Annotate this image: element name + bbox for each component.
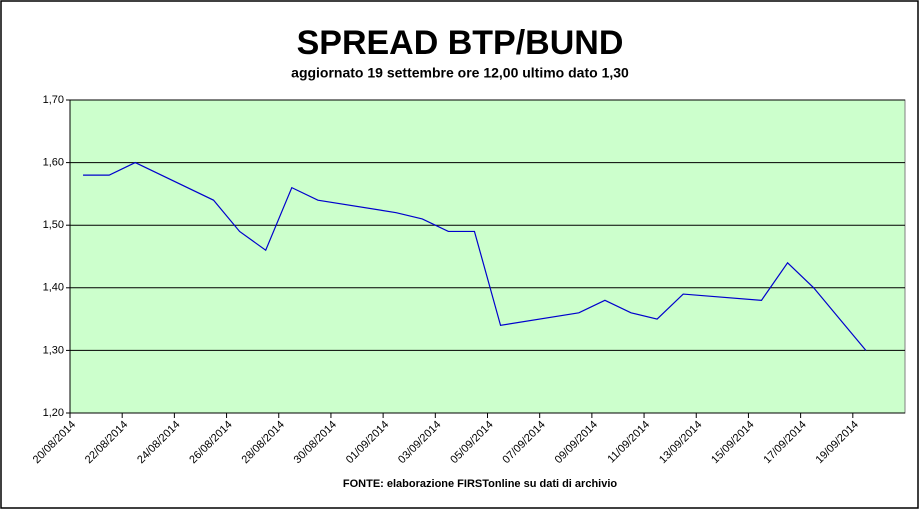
y-tick-label: 1,40 xyxy=(43,282,64,294)
chart-subtitle: aggiornato 19 settembre ore 12,00 ultimo… xyxy=(291,65,629,81)
y-tick-label: 1,30 xyxy=(43,344,64,356)
y-tick-label: 1,50 xyxy=(43,219,64,231)
chart-title: SPREAD BTP/BUND xyxy=(297,24,624,62)
y-tick-label: 1,20 xyxy=(43,407,64,419)
data-line xyxy=(83,161,867,351)
y-tick-label: 1,70 xyxy=(43,94,64,106)
plot-area xyxy=(69,99,906,414)
source-note: FONTE: elaborazione FIRSTonline su dati … xyxy=(343,478,617,490)
y-tick-label: 1,60 xyxy=(43,157,64,169)
